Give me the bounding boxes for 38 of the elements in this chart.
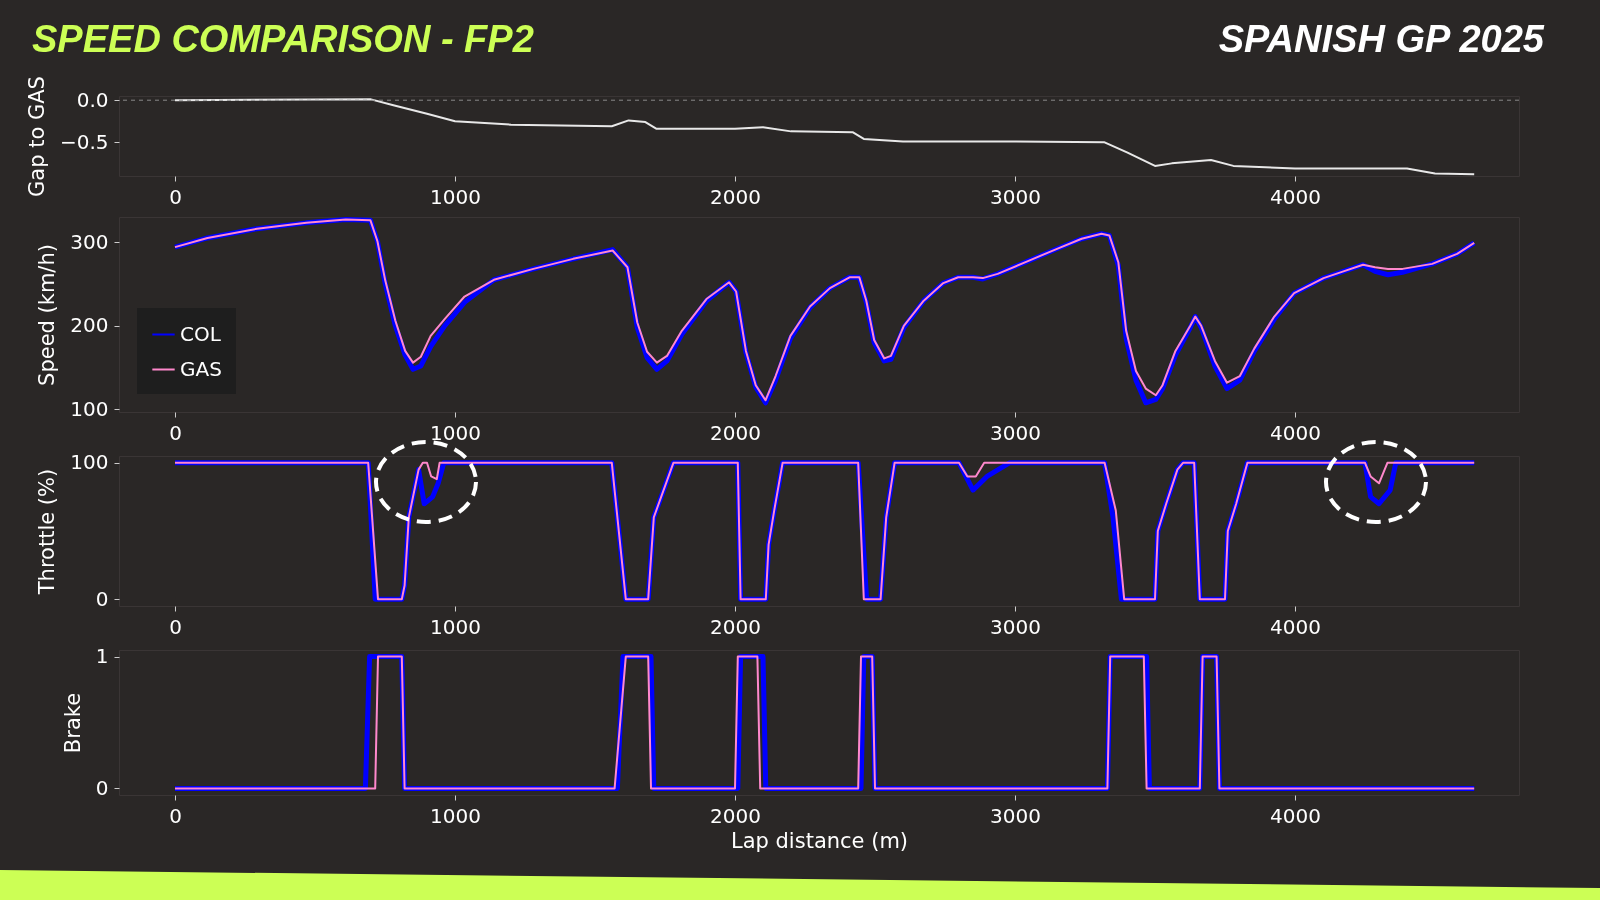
x-tick-label: 2000 (710, 803, 761, 828)
y-tick-label: 0 (95, 586, 109, 611)
x-tick-label: 0 (169, 420, 182, 445)
x-tick-label: 0 (169, 803, 182, 828)
y-axis-title: Throttle (%) (35, 468, 60, 596)
x-tick-label: 0 (169, 184, 182, 209)
x-tick-label: 4000 (1270, 420, 1321, 445)
x-tick-label: 1000 (430, 420, 481, 445)
x-tick-label: 0 (169, 614, 182, 639)
y-tick-label: 300 (70, 229, 109, 254)
y-axis-title: Speed (km/h) (35, 244, 60, 386)
x-tick-label: 4000 (1270, 803, 1321, 828)
y-axis-title: Gap to GAS (24, 76, 49, 197)
legend-label: COL (180, 321, 222, 346)
x-tick-label: 3000 (990, 184, 1041, 209)
y-axis-title: Brake (60, 692, 85, 754)
legend-label: GAS (180, 356, 222, 381)
y-tick-label: 1 (95, 644, 109, 669)
x-tick-label: 4000 (1270, 184, 1321, 209)
x-tick-label: 1000 (430, 184, 481, 209)
x-tick-label: 1000 (430, 614, 481, 639)
x-tick-label: 3000 (990, 420, 1041, 445)
chart-subtitle: SPANISH GP 2025 (1218, 18, 1544, 61)
x-tick-label: 4000 (1270, 614, 1321, 639)
x-axis-title: Lap distance (m) (730, 828, 909, 853)
x-tick-label: 1000 (430, 803, 481, 828)
x-tick-label: 2000 (710, 420, 761, 445)
chart-title: SPEED COMPARISON - FP2 (32, 18, 534, 61)
x-tick-label: 2000 (710, 184, 761, 209)
y-tick-label: 100 (70, 396, 109, 421)
y-tick-label: 200 (70, 313, 109, 338)
x-tick-label: 3000 (990, 803, 1041, 828)
x-tick-label: 3000 (990, 614, 1041, 639)
y-tick-label: 0.0 (76, 87, 109, 112)
y-tick-label: −0.5 (59, 129, 109, 154)
y-tick-label: 0 (95, 775, 109, 800)
y-tick-label: 100 (70, 450, 109, 475)
x-tick-label: 2000 (710, 614, 761, 639)
